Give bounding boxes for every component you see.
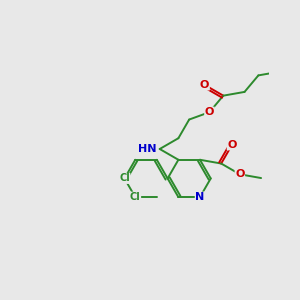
Text: Cl: Cl [119, 173, 130, 184]
Text: O: O [205, 107, 214, 117]
Text: HN: HN [138, 144, 157, 154]
Text: O: O [227, 140, 237, 150]
Text: Cl: Cl [130, 192, 141, 202]
Text: O: O [235, 169, 244, 179]
Text: O: O [200, 80, 209, 90]
Text: N: N [195, 192, 205, 202]
